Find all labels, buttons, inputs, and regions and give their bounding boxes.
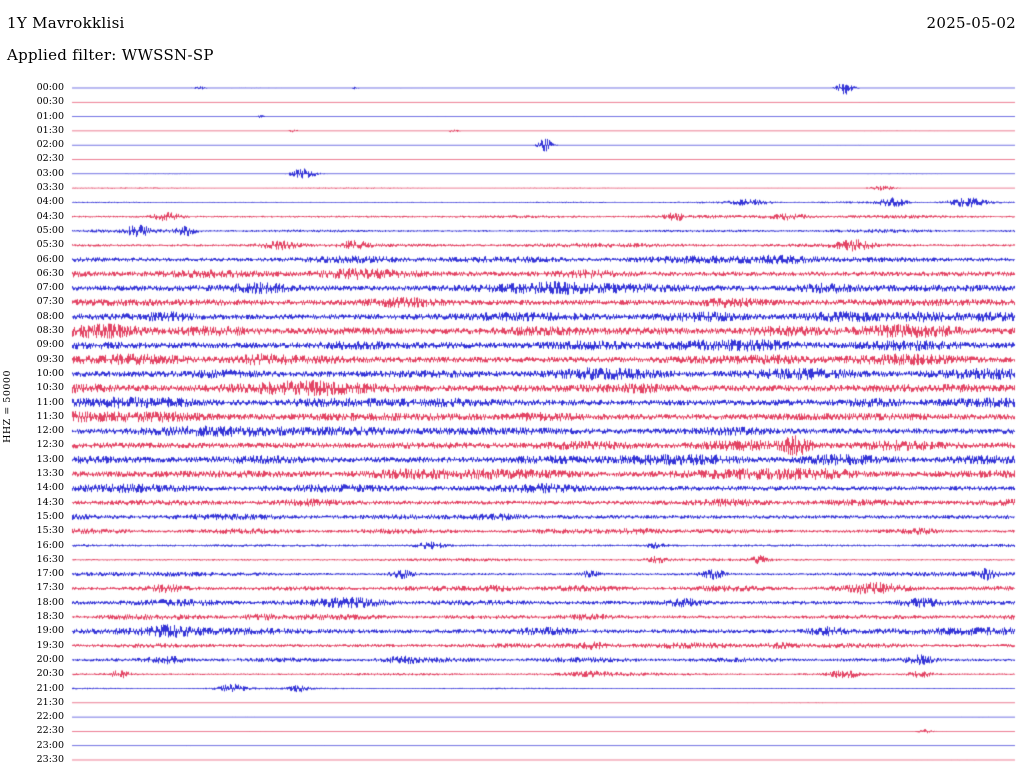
helicorder-page: 1Y Mavrokklisi 2025-05-02 Applied filter… xyxy=(0,0,1024,780)
seismogram-canvas xyxy=(0,0,1024,780)
